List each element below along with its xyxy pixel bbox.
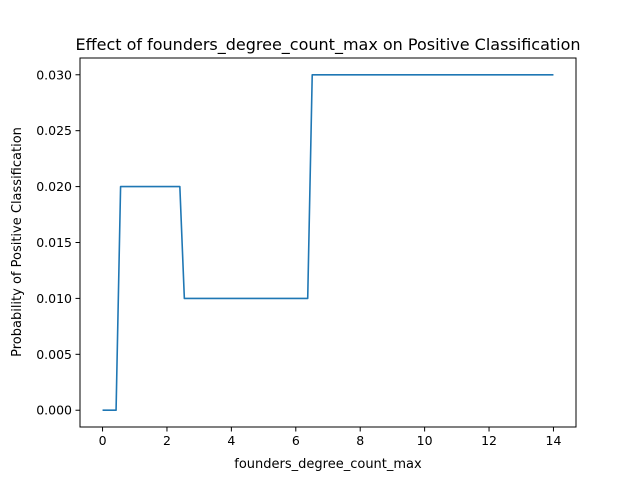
y-axis: 0.000 0.005 0.010 0.015 0.020 0.025 0.030: [36, 67, 80, 418]
y-tick-label: 0.000: [36, 403, 72, 418]
x-tick-label: 2: [163, 433, 171, 448]
series-line-1: [102, 73, 554, 412]
y-axis-label: Probability of Positive Classification: [10, 127, 25, 357]
plot-frame: [79, 57, 577, 428]
y-tick-label: 0.010: [36, 291, 72, 306]
chart-title: Effect of founders_degree_count_max on P…: [75, 35, 580, 55]
y-tick-label: 0.025: [36, 123, 72, 138]
x-tick-label: 14: [546, 433, 562, 448]
x-tick-label: 4: [227, 433, 235, 448]
x-tick-label: 12: [481, 433, 497, 448]
x-axis: 0 2 4 6 8 10 12 14: [99, 427, 562, 448]
x-tick-label: 6: [292, 433, 300, 448]
x-tick-label: 8: [356, 433, 364, 448]
y-tick-label: 0.015: [36, 235, 72, 250]
y-tick-label: 0.020: [36, 179, 72, 194]
x-tick-label: 0: [99, 433, 107, 448]
x-axis-label: founders_degree_count_max: [234, 457, 422, 472]
plot-area: [79, 57, 577, 428]
y-tick-label: 0.030: [36, 67, 72, 82]
x-tick-label: 10: [417, 433, 433, 448]
y-tick-label: 0.005: [36, 347, 72, 362]
